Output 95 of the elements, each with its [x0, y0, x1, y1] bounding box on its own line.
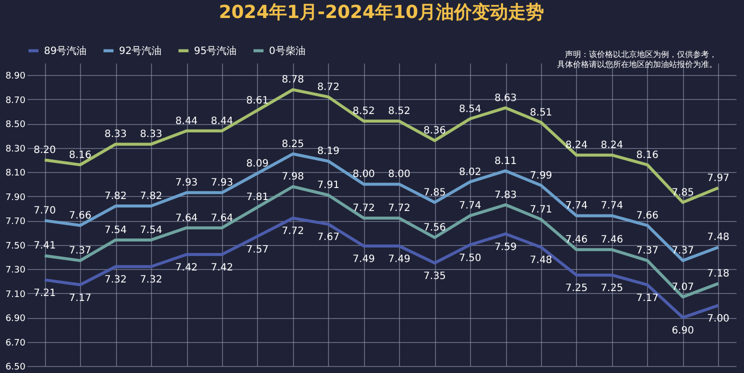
data-label: 7.66 — [69, 210, 92, 222]
data-label: 7.83 — [494, 190, 517, 201]
data-label: 7.93 — [210, 178, 234, 189]
y-tick-label: 6.90 — [5, 314, 26, 324]
data-label: 7.74 — [600, 200, 624, 212]
data-label: 7.74 — [458, 200, 482, 212]
data-label: 8.52 — [352, 106, 375, 118]
data-label: 7.37 — [636, 246, 659, 257]
y-tick-label: 7.30 — [5, 266, 26, 276]
annotation: 声明：该价格以北京地区为例，仅供参考，具体价格请以您所在地区的加油站报价为准。 — [557, 50, 717, 69]
data-label: 7.99 — [530, 170, 552, 182]
legend-label: 0号柴油 — [269, 44, 306, 57]
data-label: 8.36 — [424, 126, 446, 137]
data-label: 7.32 — [104, 274, 127, 286]
data-label: 8.54 — [458, 104, 482, 115]
data-label: 7.25 — [600, 283, 624, 294]
data-label: 7.50 — [458, 252, 482, 264]
data-label: 8.19 — [317, 146, 340, 158]
data-label: 7.42 — [210, 262, 234, 274]
data-label: 7.64 — [175, 212, 198, 224]
data-label: 7.00 — [707, 313, 730, 324]
data-label: 8.63 — [494, 92, 517, 104]
y-tick-label: 8.90 — [5, 72, 26, 82]
y-tick-label: 7.70 — [5, 217, 26, 228]
y-tick-label: 6.70 — [5, 338, 26, 348]
data-label: 7.42 — [175, 262, 198, 274]
data-label: 8.61 — [246, 95, 269, 106]
data-label: 7.74 — [565, 200, 588, 212]
y-tick-label: 7.50 — [5, 241, 26, 252]
data-label: 7.64 — [210, 212, 234, 224]
data-label: 8.11 — [494, 156, 517, 167]
data-label: 7.67 — [317, 232, 340, 244]
data-label: 8.16 — [636, 150, 659, 161]
data-label: 8.52 — [388, 106, 410, 118]
data-label: 7.82 — [104, 191, 127, 202]
data-label: 7.71 — [530, 204, 552, 216]
y-tick-label: 7.90 — [5, 192, 26, 203]
data-label: 7.72 — [282, 226, 304, 238]
data-label: 7.72 — [388, 203, 410, 214]
data-label: 7.54 — [140, 224, 162, 236]
data-label: 7.66 — [636, 210, 659, 222]
data-label: 8.25 — [282, 138, 304, 150]
data-label: 7.91 — [317, 180, 340, 192]
data-label: 7.70 — [34, 206, 56, 217]
data-label: 7.85 — [424, 187, 446, 198]
data-label: 7.32 — [140, 274, 162, 286]
y-tick-label: 8.50 — [5, 120, 26, 130]
data-label: 8.00 — [352, 169, 375, 180]
data-label: 7.21 — [34, 288, 56, 299]
data-label: 7.72 — [352, 203, 375, 214]
data-label: 8.09 — [246, 158, 269, 170]
data-label: 7.46 — [565, 234, 588, 246]
data-label: 7.41 — [34, 240, 56, 252]
legend-label: 92号汽油 — [119, 44, 162, 57]
data-label: 7.54 — [104, 224, 127, 236]
data-label: 8.02 — [458, 166, 482, 178]
data-label: 8.33 — [104, 129, 127, 140]
data-label: 8.24 — [600, 140, 624, 152]
legend-label: 89号汽油 — [44, 44, 87, 57]
y-tick-label: 8.30 — [5, 144, 26, 154]
chart-title: 2024年1月-2024年10月油价变动走势 — [218, 2, 544, 23]
data-label: 7.17 — [636, 292, 659, 304]
data-label: 7.98 — [282, 172, 304, 183]
data-label: 7.18 — [707, 268, 730, 280]
data-label: 8.78 — [282, 74, 304, 86]
data-label: 8.72 — [317, 82, 340, 93]
data-label: 7.49 — [352, 254, 375, 266]
data-label: 7.57 — [246, 244, 269, 256]
data-label: 6.90 — [672, 326, 694, 337]
y-tick-label: 7.10 — [5, 290, 26, 300]
data-label: 7.35 — [424, 270, 446, 282]
data-label: 7.46 — [600, 234, 624, 246]
data-label: 7.17 — [69, 292, 92, 304]
data-label: 8.33 — [140, 129, 162, 140]
data-label: 7.48 — [707, 232, 730, 244]
data-label: 7.82 — [140, 191, 162, 202]
data-label: 7.97 — [707, 172, 730, 184]
data-label: 8.20 — [34, 144, 56, 156]
data-label: 7.37 — [69, 246, 92, 257]
y-tick-label: 8.10 — [5, 168, 26, 179]
data-label: 8.44 — [175, 116, 198, 127]
data-label: 8.16 — [69, 150, 92, 161]
data-label: 7.59 — [494, 242, 517, 253]
legend-label: 95号汽油 — [194, 44, 237, 57]
data-label: 8.51 — [530, 107, 552, 118]
y-tick-label: 6.50 — [5, 362, 26, 372]
data-label: 7.25 — [565, 283, 588, 294]
data-label: 7.48 — [530, 255, 552, 266]
data-label: 7.81 — [246, 192, 269, 204]
data-label: 7.49 — [388, 254, 410, 266]
data-label: 7.93 — [175, 178, 198, 189]
y-tick-label: 8.70 — [5, 96, 26, 106]
data-label: 7.56 — [424, 222, 446, 234]
data-label: 8.00 — [388, 169, 410, 180]
data-label: 8.44 — [210, 116, 234, 127]
